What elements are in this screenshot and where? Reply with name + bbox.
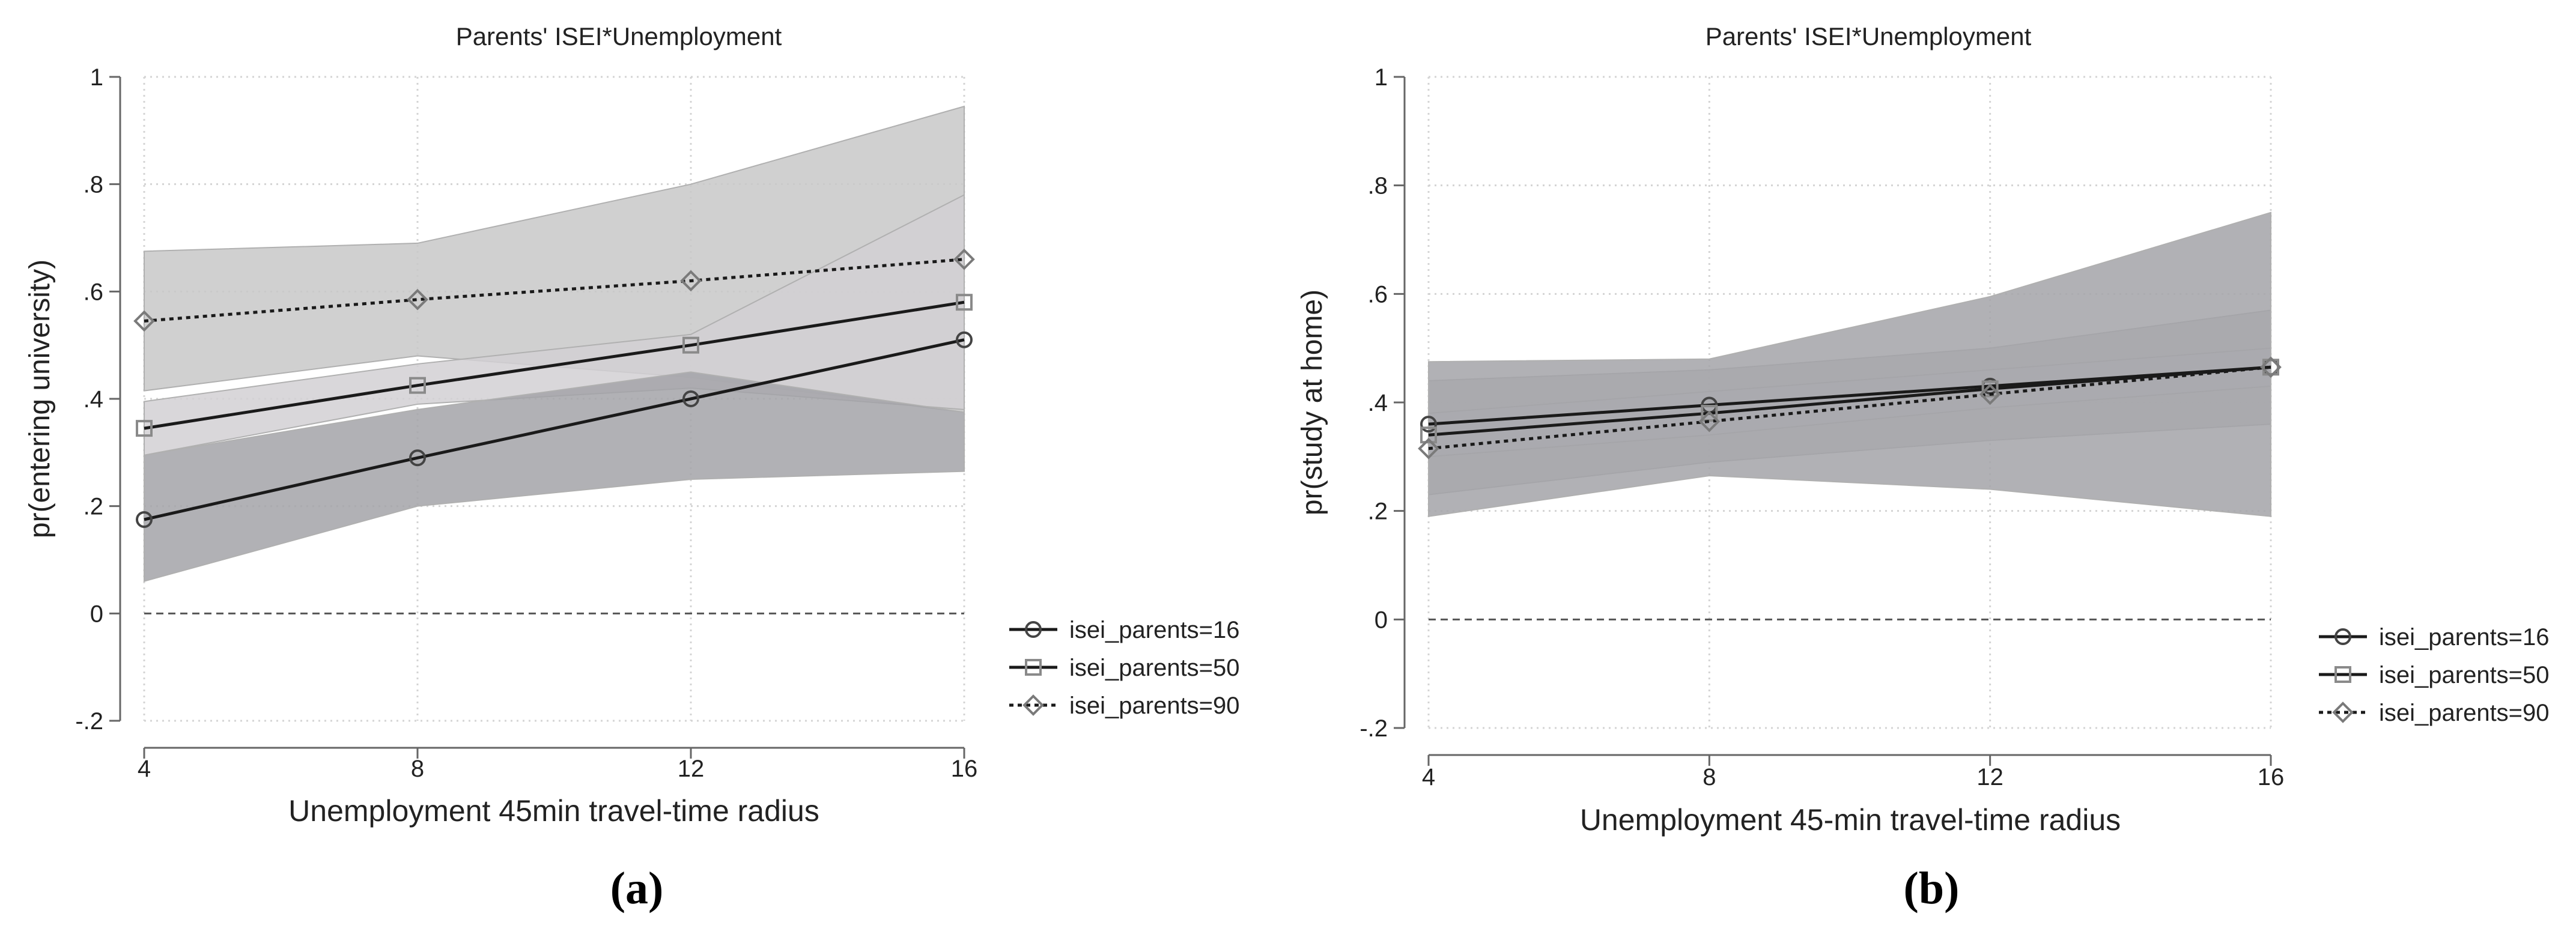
panel-label: (a) <box>610 863 664 914</box>
ci-band-isei-16 <box>144 371 965 583</box>
ci-band-isei-16 <box>1428 211 2271 517</box>
series-line-isei-50 <box>1428 365 2271 437</box>
legend-marker-isei-16 <box>1025 621 1042 638</box>
data-point-isei-90 <box>407 288 428 311</box>
data-point-isei-16 <box>409 449 426 467</box>
legend-label-isei-90: isei_parents=90 <box>2379 700 2550 726</box>
y-axis-label: pr(study at home) <box>1296 290 1328 515</box>
series-line-isei-90 <box>1428 365 2271 450</box>
series-line-isei-16 <box>144 338 965 521</box>
series-line-isei-50 <box>144 300 965 430</box>
data-point-isei-50 <box>1701 405 1718 422</box>
data-point-isei-50 <box>136 420 153 437</box>
panel-a: -.2 0 .2 .4 .6 .8 1 4 8 12 16 Parents' ISEI*Unemplo… <box>24 22 1240 914</box>
data-point-isei-16 <box>1420 416 1437 433</box>
y-axis-label: pr(entering university) <box>24 259 56 538</box>
chart-title: Parents' ISEI*Unemployment <box>456 22 782 50</box>
data-point-isei-90 <box>1698 410 1721 432</box>
data-point-isei-16 <box>136 511 153 528</box>
data-point-isei-16 <box>956 331 973 348</box>
data-point-isei-50 <box>409 377 426 394</box>
data-point-isei-50 <box>682 336 699 354</box>
y-tick-label: .4 <box>84 386 103 413</box>
data-point-isei-90 <box>1979 383 2001 405</box>
x-axis-label: Unemployment 45-min travel-time radius <box>1580 803 2121 837</box>
data-point-isei-50 <box>1981 380 1999 398</box>
y-tick-label: .4 <box>1368 390 1388 416</box>
legend-marker-isei-90 <box>2332 702 2354 723</box>
legend-label-isei-90: isei_parents=90 <box>1069 693 1240 719</box>
data-point-isei-50 <box>956 294 973 311</box>
y-tick-label: 1 <box>1375 64 1388 91</box>
y-tick-label: .2 <box>1368 499 1388 525</box>
y-tick-label: .6 <box>1368 281 1388 308</box>
x-tick-label: 4 <box>138 756 151 782</box>
data-point-isei-90 <box>133 310 155 332</box>
y-tick-label: 0 <box>90 601 103 627</box>
panel-label: (b) <box>1904 863 1960 914</box>
legend-label-isei-16: isei_parents=16 <box>2379 624 2550 650</box>
legend-label-isei-16: isei_parents=16 <box>1069 617 1240 643</box>
y-tick-label: .2 <box>84 494 103 520</box>
data-point-isei-16 <box>682 390 699 407</box>
y-tick-label: .8 <box>1368 173 1388 199</box>
legend-marker-isei-90 <box>1022 694 1044 716</box>
y-tick-label: 0 <box>1375 607 1388 633</box>
x-tick-label: 12 <box>1976 764 2003 790</box>
y-tick-label: 1 <box>90 64 103 91</box>
y-tick-label: -.2 <box>75 708 103 735</box>
x-axis-label: Unemployment 45min travel-time radius <box>288 794 819 828</box>
legend-marker-isei-50 <box>1025 659 1042 676</box>
series-line-isei-90 <box>144 258 965 323</box>
x-tick-label: 8 <box>411 756 424 782</box>
y-tick-label: .8 <box>84 172 103 198</box>
x-tick-label: 16 <box>2258 764 2285 790</box>
legend-label-isei-50: isei_parents=50 <box>1069 655 1240 681</box>
data-point-isei-50 <box>1420 426 1437 444</box>
legend-marker-isei-16 <box>2334 628 2351 645</box>
data-point-isei-90 <box>953 248 975 270</box>
x-tick-label: 4 <box>1422 764 1435 790</box>
data-point-isei-90 <box>1418 437 1439 459</box>
data-point-isei-90 <box>680 270 702 292</box>
data-point-isei-50 <box>2262 359 2279 376</box>
y-tick-label: .6 <box>84 279 103 305</box>
legend-marker-isei-50 <box>2334 666 2351 683</box>
y-tick-label: -.2 <box>1359 715 1388 742</box>
x-tick-label: 12 <box>678 756 705 782</box>
x-tick-label: 8 <box>1703 764 1716 790</box>
legend-label-isei-50: isei_parents=50 <box>2379 662 2550 688</box>
panel-b: -.2 0 .2 .4 .6 .8 1 4 8 12 16 Parents' ISEI*Unemplo… <box>1296 22 2550 914</box>
chart-title: Parents' ISEI*Unemployment <box>1706 22 2032 50</box>
x-tick-label: 16 <box>951 756 978 782</box>
data-point-isei-90 <box>2260 356 2282 378</box>
